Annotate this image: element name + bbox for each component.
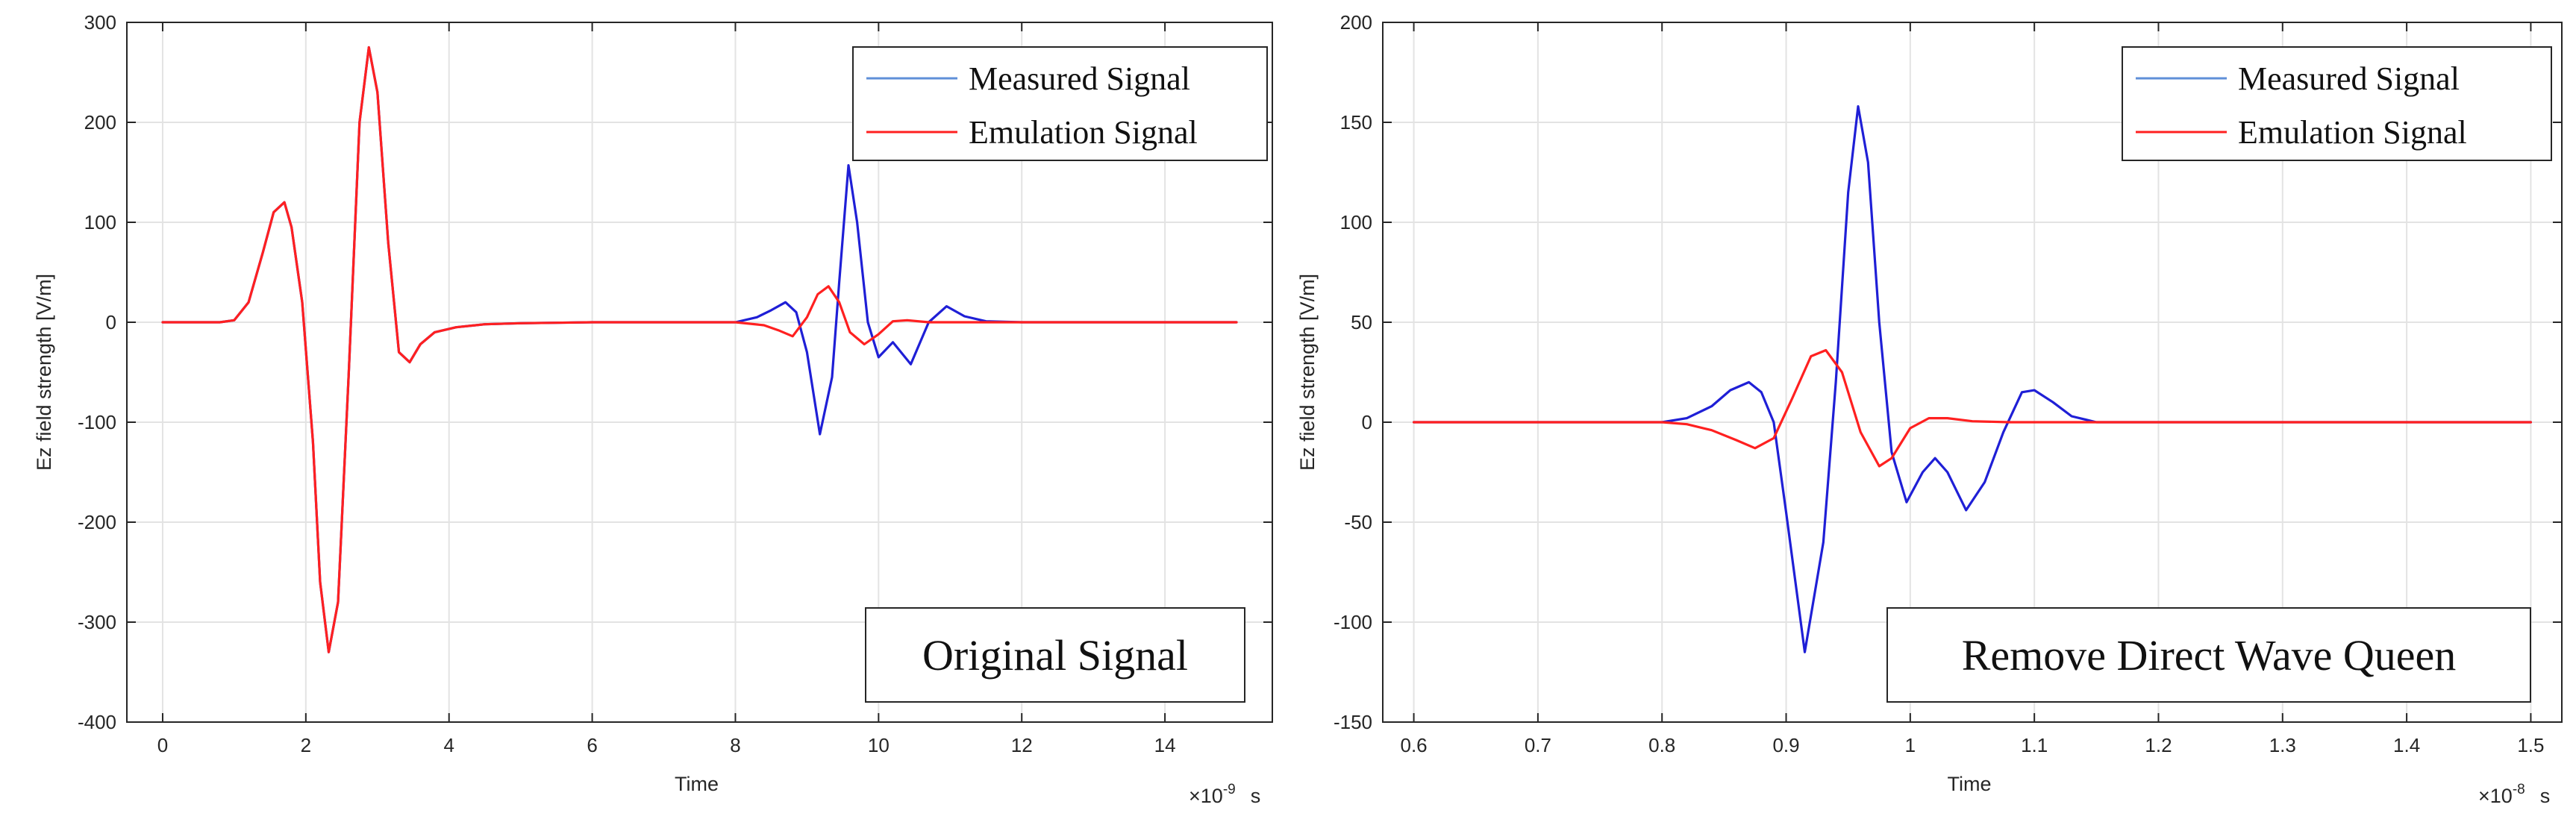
left-series-emulation-signal	[161, 46, 1238, 653]
right-ytick-label-6: 150	[1340, 111, 1372, 134]
right-xlabel: Time	[1948, 773, 1992, 795]
right-legend-label-1: Emulation Signal	[2238, 114, 2467, 151]
left-ytick-label-1: -300	[78, 611, 116, 633]
right-xtick-label-5: 1.1	[2021, 734, 2048, 756]
left-legend-label-1: Emulation Signal	[969, 114, 1198, 151]
right-ytick-label-4: 50	[1351, 311, 1372, 333]
right-annotation-box	[1886, 607, 2531, 703]
left-ytick-label-0: -400	[78, 711, 116, 733]
right-xtick-label-3: 0.9	[1772, 734, 1799, 756]
left-annotation-box	[865, 607, 1245, 703]
right-xtick-label-7: 1.3	[2269, 734, 2296, 756]
chart-panel-left: 0 2 4 6 8 10 12 14 -400 -300 -200 -100 0 100 200 300 Tim…	[33, 11, 1273, 807]
right-annotation-text: Remove Direct Wave Queen	[1962, 631, 2457, 680]
left-xtick-label-4: 8	[730, 734, 740, 756]
left-xtick-label-1: 2	[301, 734, 311, 756]
left-ylabel: Ez field strength [V/m]	[33, 274, 55, 471]
right-x-exponent-unit: s	[2540, 785, 2551, 807]
right-xtick-label-6: 1.2	[2145, 734, 2172, 756]
right-legend-box	[2122, 46, 2552, 161]
left-x-exponent: ×10-9 s	[1189, 782, 1260, 807]
left-x-exponent-unit: s	[1251, 785, 1261, 807]
left-ytick-label-3: -100	[78, 411, 116, 433]
left-legend-box	[852, 46, 1268, 161]
right-xtick-label-8: 1.4	[2393, 734, 2420, 756]
left-xtick-label-2: 4	[443, 734, 454, 756]
left-xtick-label-5: 10	[868, 734, 890, 756]
chart-right-svg: 0.6 0.7 0.8 0.9 1 1.1 1.2 1.3 1.4 1.5 -150 -100 -50 0…	[1296, 11, 2563, 807]
left-xlabel: Time	[675, 773, 719, 795]
left-xtick-label-0: 0	[157, 734, 168, 756]
left-ytick-label-7: 300	[84, 11, 116, 34]
right-ytick-label-3: 0	[1362, 411, 1372, 433]
right-ytick-label-0: -150	[1334, 711, 1372, 733]
left-x-exponent-mult: ×10	[1189, 785, 1223, 807]
right-x-exponent: ×10-8 s	[2478, 782, 2550, 807]
left-xtick-label-3: 6	[587, 734, 597, 756]
right-ytick-label-7: 200	[1340, 11, 1372, 34]
left-ytick-label-5: 100	[84, 211, 116, 233]
left-axes-frame	[126, 22, 1273, 723]
left-xtick-label-6: 12	[1011, 734, 1033, 756]
left-annotation-text: Original Signal	[922, 631, 1188, 680]
left-ytick-label-6: 200	[84, 111, 116, 134]
right-ytick-label-5: 100	[1340, 211, 1372, 233]
right-ytick-label-1: -100	[1334, 611, 1372, 633]
right-ylabel: Ez field strength [V/m]	[1296, 274, 1319, 471]
left-ytick-label-2: -200	[78, 511, 116, 533]
right-legend-label-0: Measured Signal	[2238, 60, 2460, 97]
chart-left-svg: 0 2 4 6 8 10 12 14 -400 -300 -200 -100 0 100 200 300 Tim…	[33, 11, 1273, 807]
left-legend-label-0: Measured Signal	[969, 60, 1190, 97]
right-series-emulation-signal	[1413, 348, 2532, 468]
right-xtick-label-2: 0.8	[1648, 734, 1675, 756]
right-xtick-label-4: 1	[1905, 734, 1916, 756]
left-x-exponent-power: -9	[1223, 782, 1236, 797]
right-ytick-label-2: -50	[1344, 511, 1372, 533]
right-xtick-label-1: 0.7	[1525, 734, 1551, 756]
right-xtick-label-9: 1.5	[2517, 734, 2544, 756]
chart-panel-right: 0.6 0.7 0.8 0.9 1 1.1 1.2 1.3 1.4 1.5 -150 -100 -50 0…	[1288, 0, 2576, 828]
right-x-exponent-power: -8	[2513, 782, 2525, 797]
right-series-measured-signal	[1413, 105, 2532, 653]
right-x-exponent-mult: ×10	[2478, 785, 2513, 807]
left-ytick-label-4: 0	[106, 311, 116, 333]
right-xtick-label-0: 0.6	[1401, 734, 1428, 756]
left-xtick-label-7: 14	[1154, 734, 1176, 756]
right-axes-frame	[1382, 22, 2563, 723]
